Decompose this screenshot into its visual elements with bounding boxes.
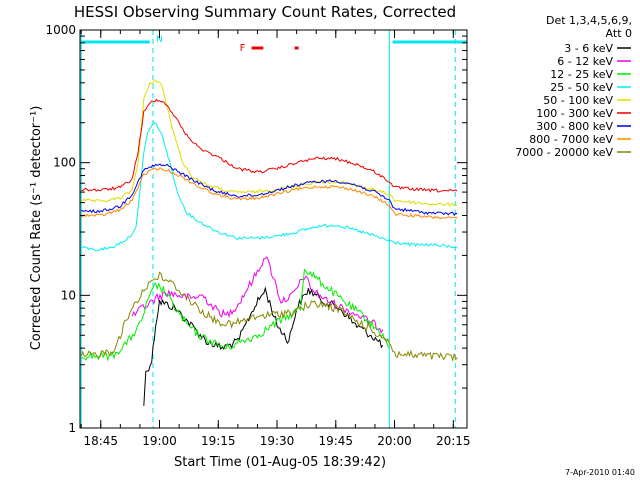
- legend-label-3: 12 - 25 keV: [550, 68, 613, 81]
- legend-label-4: 25 - 50 keV: [550, 81, 613, 94]
- y-tick-label: 1: [68, 421, 76, 435]
- series-line-8: [81, 167, 458, 220]
- series-line-7: [81, 163, 458, 217]
- legend-label-5: 50 - 100 keV: [543, 94, 613, 107]
- y-tick-label: 1000: [45, 23, 76, 37]
- x-tick-label: 20:00: [377, 434, 412, 448]
- series-line-9: [80, 271, 458, 363]
- series-line-5: [80, 79, 458, 207]
- legend-header-line-2: Att 0: [606, 27, 632, 40]
- series-line-6: [81, 98, 458, 193]
- series-line-4: [81, 121, 458, 252]
- chart-title: HESSI Observing Summary Count Rates, Cor…: [74, 3, 456, 21]
- y-axis-label: Corrected Count Rate (s⁻¹ detector⁻¹): [29, 106, 44, 351]
- legend-label-2: 6 - 12 keV: [557, 55, 613, 68]
- legend-label-7: 300 - 800 keV: [536, 120, 613, 133]
- x-tick-label: 19:30: [260, 434, 295, 448]
- x-tick-label: 18:45: [83, 434, 118, 448]
- legend-label-1: 3 - 6 keV: [564, 42, 613, 55]
- series-line-3: [81, 268, 390, 362]
- x-tick-label: 19:15: [201, 434, 236, 448]
- x-tick-label: 19:00: [142, 434, 177, 448]
- y-tick-label: 100: [53, 156, 76, 170]
- legend-header-line-1: Det 1,3,4,5,6,9,: [546, 14, 632, 27]
- flare-label: F: [240, 43, 246, 54]
- legend-label-8: 800 - 7000 keV: [529, 133, 613, 146]
- x-tick-label: 20:15: [436, 434, 471, 448]
- footer-date: 7-Apr-2010 01:40: [565, 468, 635, 477]
- plot-frame: [79, 29, 468, 429]
- legend-label-9: 7000 - 20000 keV: [515, 146, 613, 159]
- y-tick-label: 10: [61, 288, 76, 302]
- x-axis-label: Start Time (01-Aug-05 18:39:42): [174, 455, 386, 470]
- y-axis: 1 10 100 1000: [45, 23, 467, 435]
- plot-content: NF: [80, 30, 467, 428]
- x-axis: 18:45 19:00 19:15 19:30 19:45 20:00 20:15: [80, 30, 471, 448]
- night-label: N: [156, 35, 163, 45]
- x-tick-label: 19:45: [318, 434, 353, 448]
- legend-label-6: 100 - 300 keV: [536, 107, 613, 120]
